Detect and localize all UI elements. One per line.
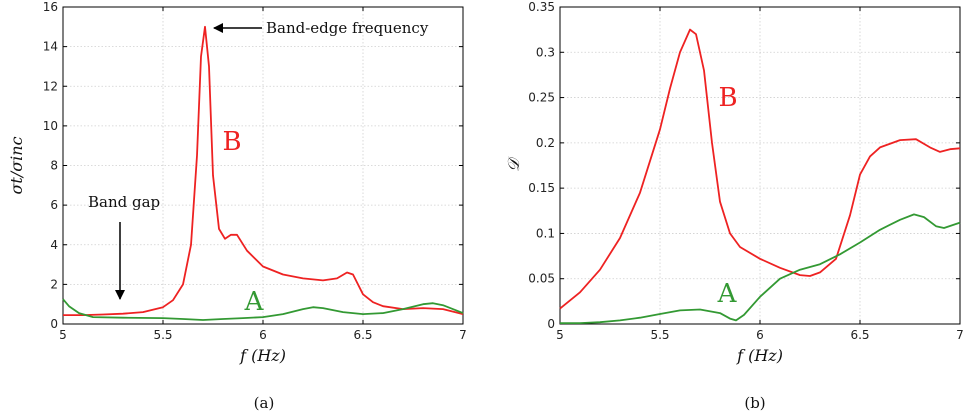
y-axis-label: σt/σinc [7,136,26,194]
curve-label-a: A [717,279,738,309]
y-tick-label: 10 [43,119,58,133]
y-tick-label: 8 [50,159,58,173]
y-axis-label: 𝒟 [504,156,523,172]
x-tick-label: 6 [756,328,764,342]
y-tick-label: 2 [50,277,58,291]
y-tick-label: 16 [43,0,58,14]
curve-label-b: B [718,83,737,113]
x-axis-label: f (Hz) [736,346,783,365]
x-tick-label: 5.5 [153,328,172,342]
band-edge-label: Band-edge frequency [266,19,429,37]
y-tick-label: 0.35 [528,0,555,14]
x-tick-label: 5 [556,328,564,342]
series-line-a [62,298,464,321]
x-tick-label: 7 [459,328,467,342]
series-line-b [559,28,961,310]
y-tick-label: 6 [50,198,58,212]
y-tick-label: 0 [547,317,555,331]
x-axis-label: f (Hz) [239,346,286,365]
band-gap-label: Band gap [88,193,160,211]
y-tick-label: 0.25 [528,91,555,105]
y-tick-label: 0.3 [536,45,555,59]
panel-caption: (b) [744,394,765,412]
y-tick-label: 14 [43,40,58,54]
x-tick-label: 7 [956,328,964,342]
chart-panel-a: 5 5.5 6 6.5 7 0 2 4 6 8 10 12 14 16 f (Hz) σt/σinc (a) B A… [7,0,467,412]
y-tick-label: 0.05 [528,272,555,286]
y-tick-label: 0.15 [528,181,555,195]
chart-panel-b: 5 5.5 6 6.5 7 0 0.05 0.1 0.15 0.2 0.25 0.3 0.35 f (Hz… [504,0,964,412]
series-line-b [63,25,464,316]
curve-label-b: B [222,127,241,157]
y-tick-label: 0 [50,317,58,331]
panel-caption: (a) [254,394,275,412]
y-tick-label: 4 [50,238,58,252]
y-tick-label: 0.2 [536,136,555,150]
x-tick-label: 5.5 [650,328,669,342]
y-tick-label: 12 [43,79,58,93]
x-tick-label: 6.5 [850,328,869,342]
x-tick-label: 6 [259,328,267,342]
x-tick-label: 5 [59,328,67,342]
x-tick-label: 6.5 [353,328,372,342]
y-tick-label: 0.1 [536,226,555,240]
curve-label-a: A [244,287,265,317]
series-line-a [560,213,961,324]
